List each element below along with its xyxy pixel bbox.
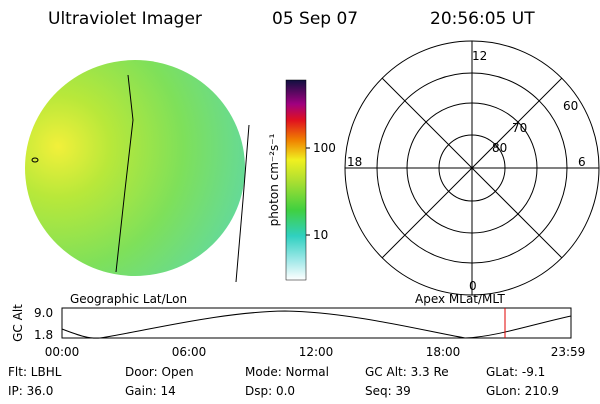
caption: Geographic Lat/Lon bbox=[70, 292, 187, 306]
meridian bbox=[235, 124, 250, 283]
info: GC Alt: 3.3 Re bbox=[365, 365, 449, 379]
time-tick-label: 12:00 bbox=[299, 345, 334, 359]
info: Mode: Normal bbox=[245, 365, 329, 379]
mlt-label: 6 bbox=[578, 155, 586, 169]
info: Door: Open bbox=[125, 365, 194, 379]
info: Gain: 14 bbox=[125, 384, 176, 398]
info: IP: 36.0 bbox=[8, 384, 53, 398]
info: GLat: -9.1 bbox=[486, 365, 545, 379]
info: Seq: 39 bbox=[365, 384, 411, 398]
time-tick-label: 06:00 bbox=[172, 345, 207, 359]
lat-label: 60 bbox=[563, 99, 578, 113]
altitude-curve bbox=[61, 310, 572, 339]
mlt-label: 0 bbox=[469, 279, 477, 293]
polar-grid bbox=[344, 40, 600, 296]
date: 05 Sep 07 bbox=[272, 9, 358, 29]
info: GLon: 210.9 bbox=[486, 384, 559, 398]
time-tick-label: 23:59 bbox=[551, 345, 586, 359]
colorbar-tick-label: 10 bbox=[313, 228, 328, 242]
lat-label: 70 bbox=[512, 121, 527, 135]
caption: Apex MLat/MLT bbox=[415, 292, 505, 306]
altitude-tick-label: 9.0 bbox=[34, 306, 53, 320]
time-tick-label: 18:00 bbox=[426, 345, 461, 359]
contour bbox=[31, 157, 39, 163]
info: Dsp: 0.0 bbox=[245, 384, 295, 398]
meridian bbox=[115, 74, 134, 273]
colorbar bbox=[285, 79, 307, 281]
info: Flt: LBHL bbox=[8, 365, 62, 379]
altitude-tick-label: 1.8 bbox=[34, 328, 53, 342]
mlt-label: 18 bbox=[347, 155, 362, 169]
time: 20:56:05 UT bbox=[430, 9, 535, 29]
altitude-label: GC Alt bbox=[11, 304, 25, 342]
altitude-frame bbox=[61, 307, 572, 339]
uv-image bbox=[25, 60, 245, 276]
lat-label: 80 bbox=[492, 141, 507, 155]
time-tick-label: 00:00 bbox=[45, 345, 80, 359]
colorbar-tick-label: 100 bbox=[313, 141, 336, 155]
mlt-label: 12 bbox=[472, 49, 487, 63]
instrument: Ultraviolet Imager bbox=[48, 9, 202, 29]
colorbar-label: photon cm⁻²s⁻¹ bbox=[267, 133, 281, 226]
